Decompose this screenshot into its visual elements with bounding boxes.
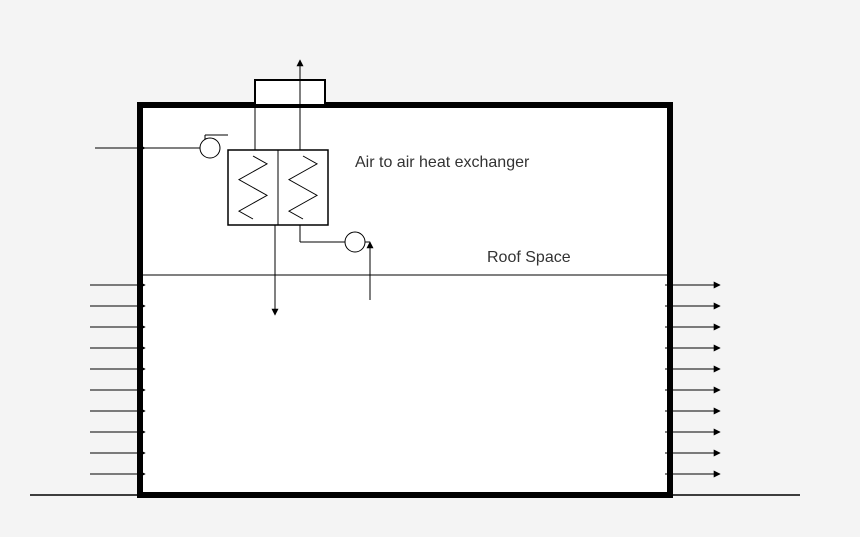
label-roof-space: Roof Space xyxy=(487,249,571,266)
fan-1 xyxy=(200,138,220,158)
label-heat-exchanger: Air to air heat exchanger xyxy=(355,154,530,171)
fan-2 xyxy=(345,232,365,252)
roof-vent xyxy=(255,80,325,105)
diagram-canvas: Air to air heat exchanger Roof Space xyxy=(0,0,860,537)
